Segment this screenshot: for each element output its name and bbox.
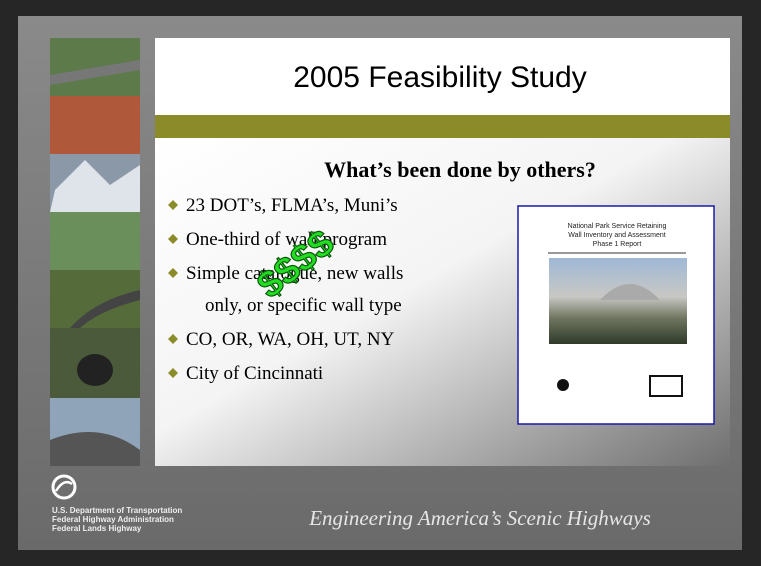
photo-strip	[50, 38, 140, 466]
slide-title: 2005 Feasibility Study	[293, 61, 587, 94]
agency-line: U.S. Department of Transportation	[52, 506, 182, 515]
report-photo	[549, 258, 687, 344]
title-bar	[155, 115, 730, 138]
dot-logo	[557, 379, 569, 391]
slogan: Engineering America’s Scenic Highways	[308, 506, 651, 530]
report-title-line: National Park Service Retaining	[568, 223, 667, 230]
agency-line: Federal Highway Administration	[52, 515, 174, 524]
bullet-text: City of Cincinnati	[186, 363, 323, 384]
slide: 2005 Feasibility Study What’s been done …	[0, 0, 761, 566]
report-title-line: Phase 1 Report	[593, 241, 642, 248]
bullet-text: 23 DOT’s, FLMA’s, Muni’s	[186, 195, 398, 216]
bullet-text: CO, OR, WA, OH, UT, NY	[186, 329, 395, 350]
subtitle: What’s been done by others?	[324, 157, 596, 182]
agency-line: Federal Lands Highway	[52, 524, 142, 533]
bullet-text: only, or specific wall type	[205, 295, 402, 316]
nps-logo	[650, 376, 682, 396]
report-title-line: Wall Inventory and Assessment	[568, 232, 665, 239]
